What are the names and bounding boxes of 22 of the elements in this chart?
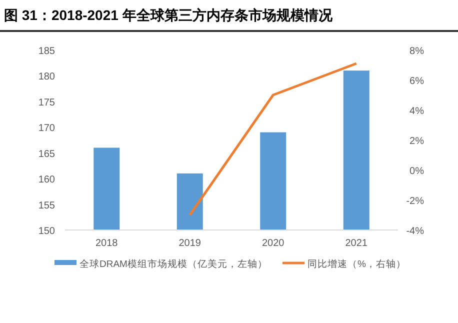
y2-tick-label: -4% [406,226,424,237]
y-tick-label: 155 [38,200,56,212]
x-tick-label: 2020 [262,238,285,249]
y-tick-label: 150 [38,226,56,237]
legend-label: 同比增速（%，右轴） [308,258,406,270]
chart-title: 图 31：2018-2021 年全球第三方内存条市场规模情况 [4,7,334,23]
y2-tick-label: 2% [410,136,424,147]
y2-tick-label: 6% [410,76,424,87]
x-tick-label: 2021 [345,238,368,249]
legend-label: 全球DRAM模组市场规模（亿美元，左轴） [80,258,268,270]
y-tick-label: 160 [38,174,56,186]
y2-tick-label: 0% [410,166,424,177]
y-tick-label: 165 [38,148,56,160]
y-tick-label: 185 [38,46,56,57]
x-tick-label: 2019 [178,238,202,249]
y2-tick-label: 8% [410,46,424,57]
y-tick-label: 180 [38,72,56,83]
y2-tick-label: 4% [410,106,424,117]
y-tick-label: 175 [38,97,56,108]
y2-tick-label: -2% [406,196,424,207]
x-tick-label: 2018 [96,238,118,249]
y-tick-label: 170 [38,123,56,134]
